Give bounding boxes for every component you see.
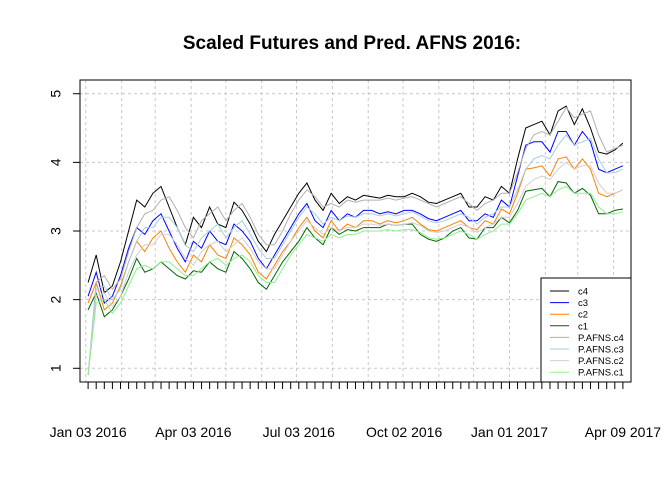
x-tick-label: Oct 02 2016 <box>366 424 442 440</box>
legend-label: c2 <box>578 310 588 321</box>
y-tick-label: 4 <box>48 158 64 166</box>
legend-label: c3 <box>578 298 588 309</box>
x-tick-label: Jan 01 2017 <box>471 424 548 440</box>
plot-frame <box>79 79 632 383</box>
legend: c4c3c2c1P.AFNS.c4P.AFNS.c3P.AFNS.c2P.AFN… <box>540 277 632 383</box>
series-line-c4 <box>87 105 624 294</box>
x-tick-label: Jul 03 2016 <box>263 424 336 440</box>
axes: 1 2 3 4 5 Jan 03 2016 Apr 03 2016 Jul 03 2016 Oc… <box>48 90 662 440</box>
legend-label: c4 <box>578 287 588 298</box>
legend-box <box>540 277 632 383</box>
x-tick-label: Apr 03 2016 <box>155 424 231 440</box>
legend-label: P.AFNS.c3 <box>578 345 624 356</box>
x-tick-label: Jan 03 2016 <box>50 424 127 440</box>
chart-title: Scaled Futures and Pred. AFNS 2016: <box>183 33 521 54</box>
grid <box>80 80 631 382</box>
y-tick-label: 3 <box>48 227 64 235</box>
series-line-c1 <box>87 181 623 318</box>
series-lines <box>87 105 624 376</box>
y-tick-label: 5 <box>48 90 64 98</box>
series-line-p-afns-c4 <box>87 106 624 376</box>
legend-label: P.AFNS.c2 <box>578 356 624 367</box>
legend-label: c1 <box>578 321 588 332</box>
x-tick-label: Apr 09 2017 <box>585 424 661 440</box>
series-line-p-afns-c3 <box>87 134 624 376</box>
legend-label: P.AFNS.c4 <box>578 333 624 344</box>
y-tick-label: 1 <box>48 364 64 372</box>
series-line-p-afns-c1 <box>87 185 624 376</box>
legend-label: P.AFNS.c1 <box>578 368 624 379</box>
series-line-p-afns-c2 <box>87 161 624 376</box>
y-tick-label: 2 <box>48 296 64 304</box>
